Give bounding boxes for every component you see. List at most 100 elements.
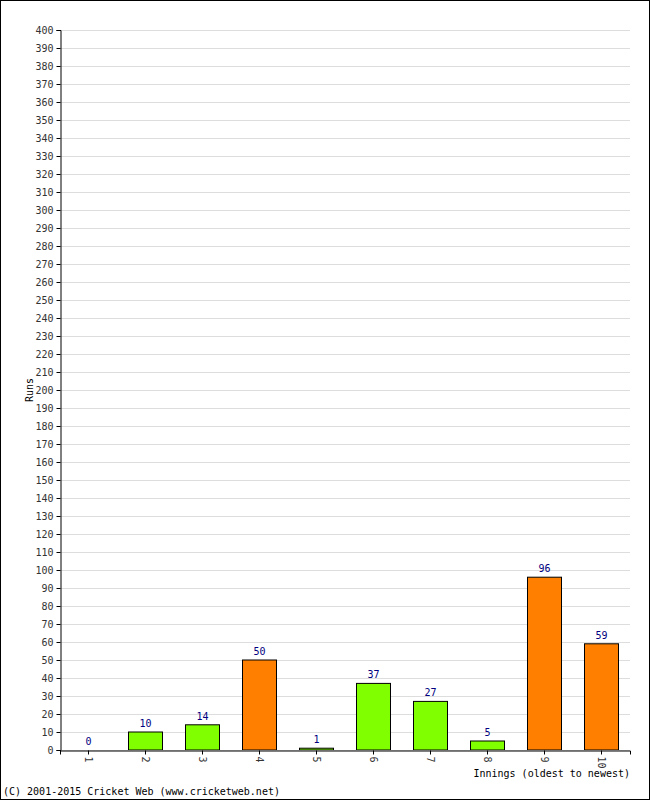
y-tick-label: 280 xyxy=(35,241,53,252)
y-tick: 240 xyxy=(35,313,60,324)
y-tick-mark xyxy=(57,390,61,391)
y-tick-mark xyxy=(57,570,61,571)
x-tick-mark xyxy=(202,751,203,755)
x-tick: 2 xyxy=(140,751,151,763)
y-tick: 100 xyxy=(35,565,60,576)
y-tick-label: 210 xyxy=(35,367,53,378)
x-tick: 6 xyxy=(368,751,379,763)
x-tick: 7 xyxy=(425,751,436,763)
y-tick-label: 60 xyxy=(41,637,53,648)
data-label: 59 xyxy=(595,630,607,641)
y-tick-mark xyxy=(57,408,61,409)
y-tick-mark xyxy=(57,228,61,229)
x-tick-mark xyxy=(88,751,89,755)
x-axis: 12345678910 xyxy=(61,751,631,769)
x-tick-mark xyxy=(601,751,602,755)
x-tick-label: 2 xyxy=(140,757,151,763)
y-tick-mark xyxy=(57,732,61,733)
y-tick-label: 270 xyxy=(35,259,53,270)
grid-line xyxy=(60,30,630,31)
bar xyxy=(300,748,334,750)
bar xyxy=(471,741,505,750)
y-tick: 0 xyxy=(47,745,60,756)
y-tick: 80 xyxy=(41,601,60,612)
y-tick: 320 xyxy=(35,169,60,180)
x-tick-label: 9 xyxy=(539,757,550,763)
x-tick-mark xyxy=(544,751,545,755)
grid-line xyxy=(60,66,630,67)
grid-line xyxy=(60,354,630,355)
grid-line xyxy=(60,444,630,445)
y-tick-label: 380 xyxy=(35,61,53,72)
y-tick: 50 xyxy=(41,655,60,666)
y-tick: 210 xyxy=(35,367,60,378)
y-tick: 250 xyxy=(35,295,60,306)
y-tick-label: 90 xyxy=(41,583,53,594)
grid-line xyxy=(60,102,630,103)
y-tick-label: 10 xyxy=(41,727,53,738)
x-tick-mark xyxy=(145,751,146,755)
y-tick-label: 390 xyxy=(35,43,53,54)
y-tick: 220 xyxy=(35,349,60,360)
y-tick-mark xyxy=(57,552,61,553)
data-labels: 01014501372759659 xyxy=(85,563,607,747)
grid-line xyxy=(60,372,630,373)
x-tick: 8 xyxy=(482,751,493,763)
y-tick: 90 xyxy=(41,583,60,594)
y-tick-label: 40 xyxy=(41,673,53,684)
y-tick-label: 220 xyxy=(35,349,53,360)
data-label: 96 xyxy=(538,563,550,574)
y-tick-mark xyxy=(57,246,61,247)
y-tick-label: 160 xyxy=(35,457,53,468)
grid-line xyxy=(60,48,630,49)
y-tick-mark xyxy=(57,696,61,697)
y-tick-mark xyxy=(57,282,61,283)
y-tick-mark xyxy=(57,444,61,445)
frame xyxy=(1,1,650,800)
y-tick-mark xyxy=(57,174,61,175)
y-tick: 340 xyxy=(35,133,60,144)
y-tick-label: 80 xyxy=(41,601,53,612)
grid-line xyxy=(60,390,630,391)
x-tick-mark xyxy=(487,751,488,755)
bar xyxy=(585,644,619,750)
y-tick-label: 250 xyxy=(35,295,53,306)
x-tick-label: 1 xyxy=(83,757,94,763)
x-tick-label: 3 xyxy=(197,757,208,763)
grid-line xyxy=(60,156,630,157)
y-axis-title: Runs xyxy=(24,378,35,402)
y-tick-mark xyxy=(57,336,61,337)
y-tick: 230 xyxy=(35,331,60,342)
y-tick-label: 230 xyxy=(35,331,53,342)
y-tick-label: 190 xyxy=(35,403,53,414)
x-tick: 3 xyxy=(197,751,208,763)
grid-line xyxy=(60,426,630,427)
y-tick-label: 180 xyxy=(35,421,53,432)
bar xyxy=(243,660,277,750)
y-tick: 300 xyxy=(35,205,60,216)
y-tick: 360 xyxy=(35,97,60,108)
y-tick-label: 240 xyxy=(35,313,53,324)
grid-line xyxy=(60,228,630,229)
y-tick-label: 130 xyxy=(35,511,53,522)
y-tick: 260 xyxy=(35,277,60,288)
y-tick-label: 140 xyxy=(35,493,53,504)
y-tick-mark xyxy=(57,498,61,499)
x-axis-line xyxy=(61,751,631,755)
y-tick-label: 50 xyxy=(41,655,53,666)
y-tick-label: 300 xyxy=(35,205,53,216)
bar xyxy=(72,750,106,751)
chart: 0102030405060708090100110120130140150160… xyxy=(0,0,650,800)
bar xyxy=(414,701,448,750)
y-tick-label: 320 xyxy=(35,169,53,180)
y-tick-label: 100 xyxy=(35,565,53,576)
grid-line xyxy=(60,174,630,175)
y-tick-mark xyxy=(57,534,61,535)
y-tick-mark xyxy=(57,48,61,49)
y-tick-mark xyxy=(57,354,61,355)
y-tick-mark xyxy=(57,318,61,319)
data-label: 0 xyxy=(85,736,91,747)
y-tick-mark xyxy=(57,426,61,427)
y-tick-mark xyxy=(57,678,61,679)
y-tick-mark xyxy=(57,30,61,31)
